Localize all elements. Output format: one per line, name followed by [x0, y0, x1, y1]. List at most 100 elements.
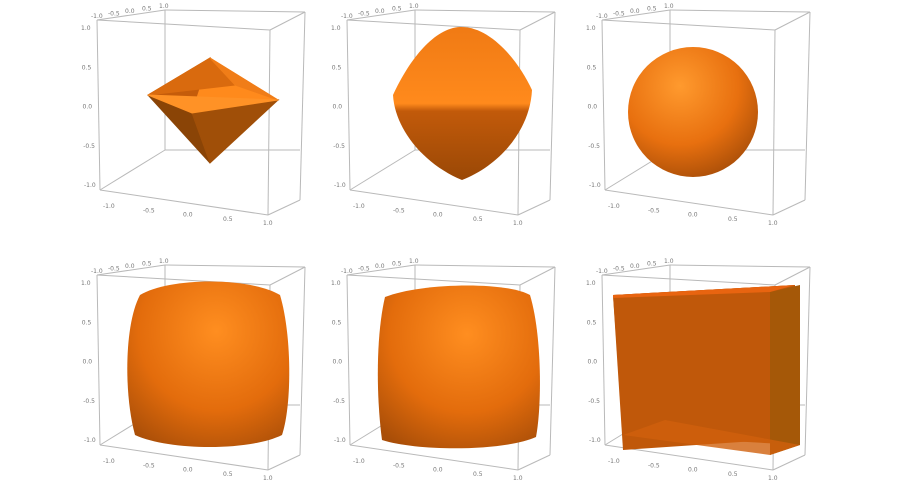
box-edge — [269, 266, 306, 286]
box-edge — [349, 149, 416, 191]
box-edge — [549, 11, 556, 201]
top-axis-tick-label: -0.5 — [108, 266, 120, 273]
box-edge — [346, 19, 351, 191]
box-edge — [346, 9, 416, 21]
z-axis-tick-label: 0.5 — [587, 64, 597, 71]
box-edge — [96, 264, 166, 276]
plot-panel-5: -1.0 -1.0 -0.5 -0.5 0.0 0.0 0.5 0.5 1.0 1.0 1.0 0.5… — [331, 258, 556, 482]
z-axis-tick-label: 1.0 — [586, 25, 596, 32]
box-edge — [349, 189, 519, 216]
box-edge — [346, 19, 521, 31]
plot-panel-1: -1.0 -1.0 -0.5 -0.5 0.0 0.0 0.5 0.5 1.0 1.0 1.0 0.5… — [81, 3, 306, 227]
box-edge — [269, 11, 306, 31]
z-axis-tick-label: -1.0 — [589, 182, 601, 189]
box-edge — [346, 274, 351, 446]
sphere-body — [628, 47, 758, 177]
x-axis-tick-label: 0.0 — [433, 212, 443, 219]
top-axis-tick-label: -1.0 — [91, 13, 103, 20]
x-axis-tick-label: -1.0 — [353, 458, 365, 465]
box-edge — [601, 9, 671, 21]
z-axis-tick-label: 0.0 — [333, 104, 343, 111]
box-edge — [346, 274, 521, 286]
octahedron-surface — [146, 56, 280, 164]
top-axis-tick-label: 1.0 — [409, 3, 419, 10]
x-axis-tick-label: 1.0 — [263, 475, 273, 482]
top-axis-tick-label: 1.0 — [159, 258, 169, 265]
top-axis-tick-label: 0.5 — [392, 6, 402, 13]
x-axis-tick-label: 0.5 — [473, 216, 483, 223]
cube-surface — [613, 285, 800, 455]
box-edge — [517, 199, 551, 216]
box-edge — [519, 11, 556, 31]
top-axis-tick-label: 0.0 — [630, 263, 640, 270]
box-edge — [267, 29, 271, 216]
top-axis-tick-label: -1.0 — [91, 268, 103, 275]
z-axis-tick-label: -1.0 — [589, 437, 601, 444]
box-edge — [267, 199, 301, 216]
box-edge — [604, 189, 774, 216]
box-edge — [96, 19, 271, 31]
box-edge — [99, 189, 269, 216]
octahedron-face — [209, 57, 279, 101]
box-edge — [349, 444, 519, 471]
top-axis-tick-label: 0.0 — [375, 263, 385, 270]
z-axis-tick-label: -1.0 — [84, 182, 96, 189]
x-axis-tick-label: -1.0 — [608, 458, 620, 465]
z-axis-tick-label: -0.5 — [588, 398, 600, 405]
top-axis-tick-label: 1.0 — [664, 3, 674, 10]
x-axis-tick-label: 0.0 — [688, 467, 698, 474]
top-axis-tick-label: 0.5 — [142, 261, 152, 268]
box-edge — [772, 199, 806, 216]
box-edge — [601, 19, 606, 191]
z-axis-tick-label: -0.5 — [588, 143, 600, 150]
z-axis-tick-label: -1.0 — [334, 437, 346, 444]
top-axis-tick-label: 0.5 — [392, 261, 402, 268]
top-axis-tick-label: 0.5 — [142, 6, 152, 13]
cube-front-face — [613, 285, 795, 450]
x-axis-tick-label: 0.5 — [728, 216, 738, 223]
x-axis-tick-label: 0.5 — [473, 471, 483, 478]
cube-bottom-face — [623, 420, 800, 455]
top-axis-tick-label: -0.5 — [358, 11, 370, 18]
plot-panel-6: -1.0 -1.0 -0.5 -0.5 0.0 0.0 0.5 0.5 1.0 1.0 1.0 0.5… — [586, 258, 811, 482]
plot-panel-2: -1.0 -1.0 -0.5 -0.5 0.0 0.0 0.5 0.5 1.0 1.0 1.0 0.5… — [331, 3, 556, 227]
x-axis-tick-label: 1.0 — [768, 220, 778, 227]
box-edge — [96, 9, 166, 21]
box-edge — [772, 29, 776, 216]
box-edge — [601, 274, 606, 446]
x-axis-tick-label: -0.5 — [393, 462, 405, 469]
z-axis-tick-label: -0.5 — [333, 398, 345, 405]
top-axis-tick-label: -0.5 — [108, 11, 120, 18]
x-axis-tick-label: 1.0 — [513, 220, 523, 227]
box-edge — [99, 444, 269, 471]
x-axis-tick-label: 0.0 — [183, 467, 193, 474]
top-axis-tick-label: 0.0 — [375, 8, 385, 15]
z-axis-tick-label: -0.5 — [83, 143, 95, 150]
surface-body — [127, 281, 290, 447]
z-axis-tick-label: 1.0 — [331, 280, 341, 287]
rounded-octahedron-surface — [393, 26, 532, 181]
z-axis-tick-label: 0.5 — [82, 64, 92, 71]
box-edge — [164, 9, 306, 13]
box-edge — [414, 9, 556, 13]
box-edge — [669, 264, 811, 268]
box-edge — [601, 19, 776, 31]
x-axis-tick-label: 0.5 — [223, 471, 233, 478]
x-axis-tick-label: 1.0 — [263, 220, 273, 227]
plot-panel-4: -1.0 -1.0 -0.5 -0.5 0.0 0.0 0.5 0.5 1.0 1.0 1.0 0.5… — [81, 258, 306, 482]
box-edge — [601, 264, 671, 276]
z-axis-tick-label: 0.0 — [83, 104, 93, 111]
x-axis-tick-label: -0.5 — [648, 207, 660, 214]
z-axis-tick-label: 0.5 — [332, 64, 342, 71]
top-axis-tick-label: -0.5 — [358, 266, 370, 273]
top-axis-tick-label: 0.0 — [125, 8, 135, 15]
box-edge — [414, 264, 556, 268]
x-axis-tick-label: -1.0 — [608, 203, 620, 210]
z-axis-tick-label: 0.0 — [588, 104, 598, 111]
x-axis-tick-label: 0.0 — [688, 212, 698, 219]
box-edge — [774, 266, 811, 286]
box-edge — [601, 274, 776, 286]
box-edge — [299, 11, 306, 201]
box-edge — [299, 266, 306, 456]
top-axis-tick-label: 0.0 — [125, 263, 135, 270]
